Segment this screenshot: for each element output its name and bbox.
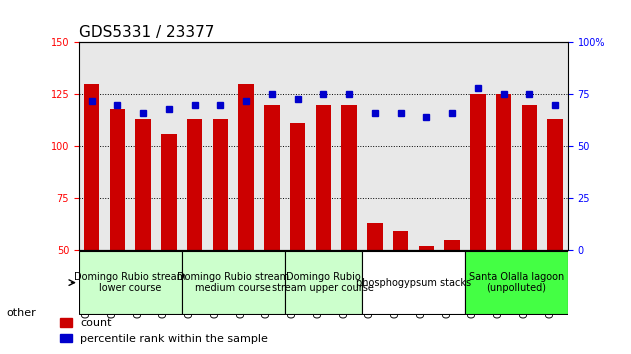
Text: Domingo Rubio
stream upper course: Domingo Rubio stream upper course — [273, 272, 374, 293]
Bar — [367, 223, 382, 250]
Bar — [239, 84, 254, 250]
FancyBboxPatch shape — [79, 251, 182, 314]
Bar — [547, 119, 563, 250]
Text: GDS5331 / 23377: GDS5331 / 23377 — [79, 25, 215, 40]
Bar — [444, 240, 460, 250]
Text: phosphogypsum stacks: phosphogypsum stacks — [356, 278, 471, 287]
FancyBboxPatch shape — [182, 251, 285, 314]
FancyBboxPatch shape — [465, 251, 568, 314]
Bar — [162, 134, 177, 250]
Bar — [290, 124, 305, 250]
Text: Santa Olalla lagoon
(unpolluted): Santa Olalla lagoon (unpolluted) — [469, 272, 564, 293]
Legend: count, percentile rank within the sample: count, percentile rank within the sample — [56, 314, 273, 348]
Bar — [213, 119, 228, 250]
Bar — [470, 95, 485, 250]
Bar — [341, 105, 357, 250]
Bar — [264, 105, 280, 250]
Bar — [418, 246, 434, 250]
Bar — [110, 109, 125, 250]
Bar — [316, 105, 331, 250]
Bar — [522, 105, 537, 250]
Bar — [187, 119, 203, 250]
Text: Domingo Rubio stream
lower course: Domingo Rubio stream lower course — [74, 272, 186, 293]
FancyBboxPatch shape — [285, 251, 362, 314]
Text: other: other — [6, 308, 36, 318]
Text: Domingo Rubio stream
medium course: Domingo Rubio stream medium course — [177, 272, 290, 293]
Bar — [496, 95, 511, 250]
FancyBboxPatch shape — [362, 251, 465, 314]
Bar — [84, 84, 100, 250]
Bar — [136, 119, 151, 250]
Bar — [393, 232, 408, 250]
